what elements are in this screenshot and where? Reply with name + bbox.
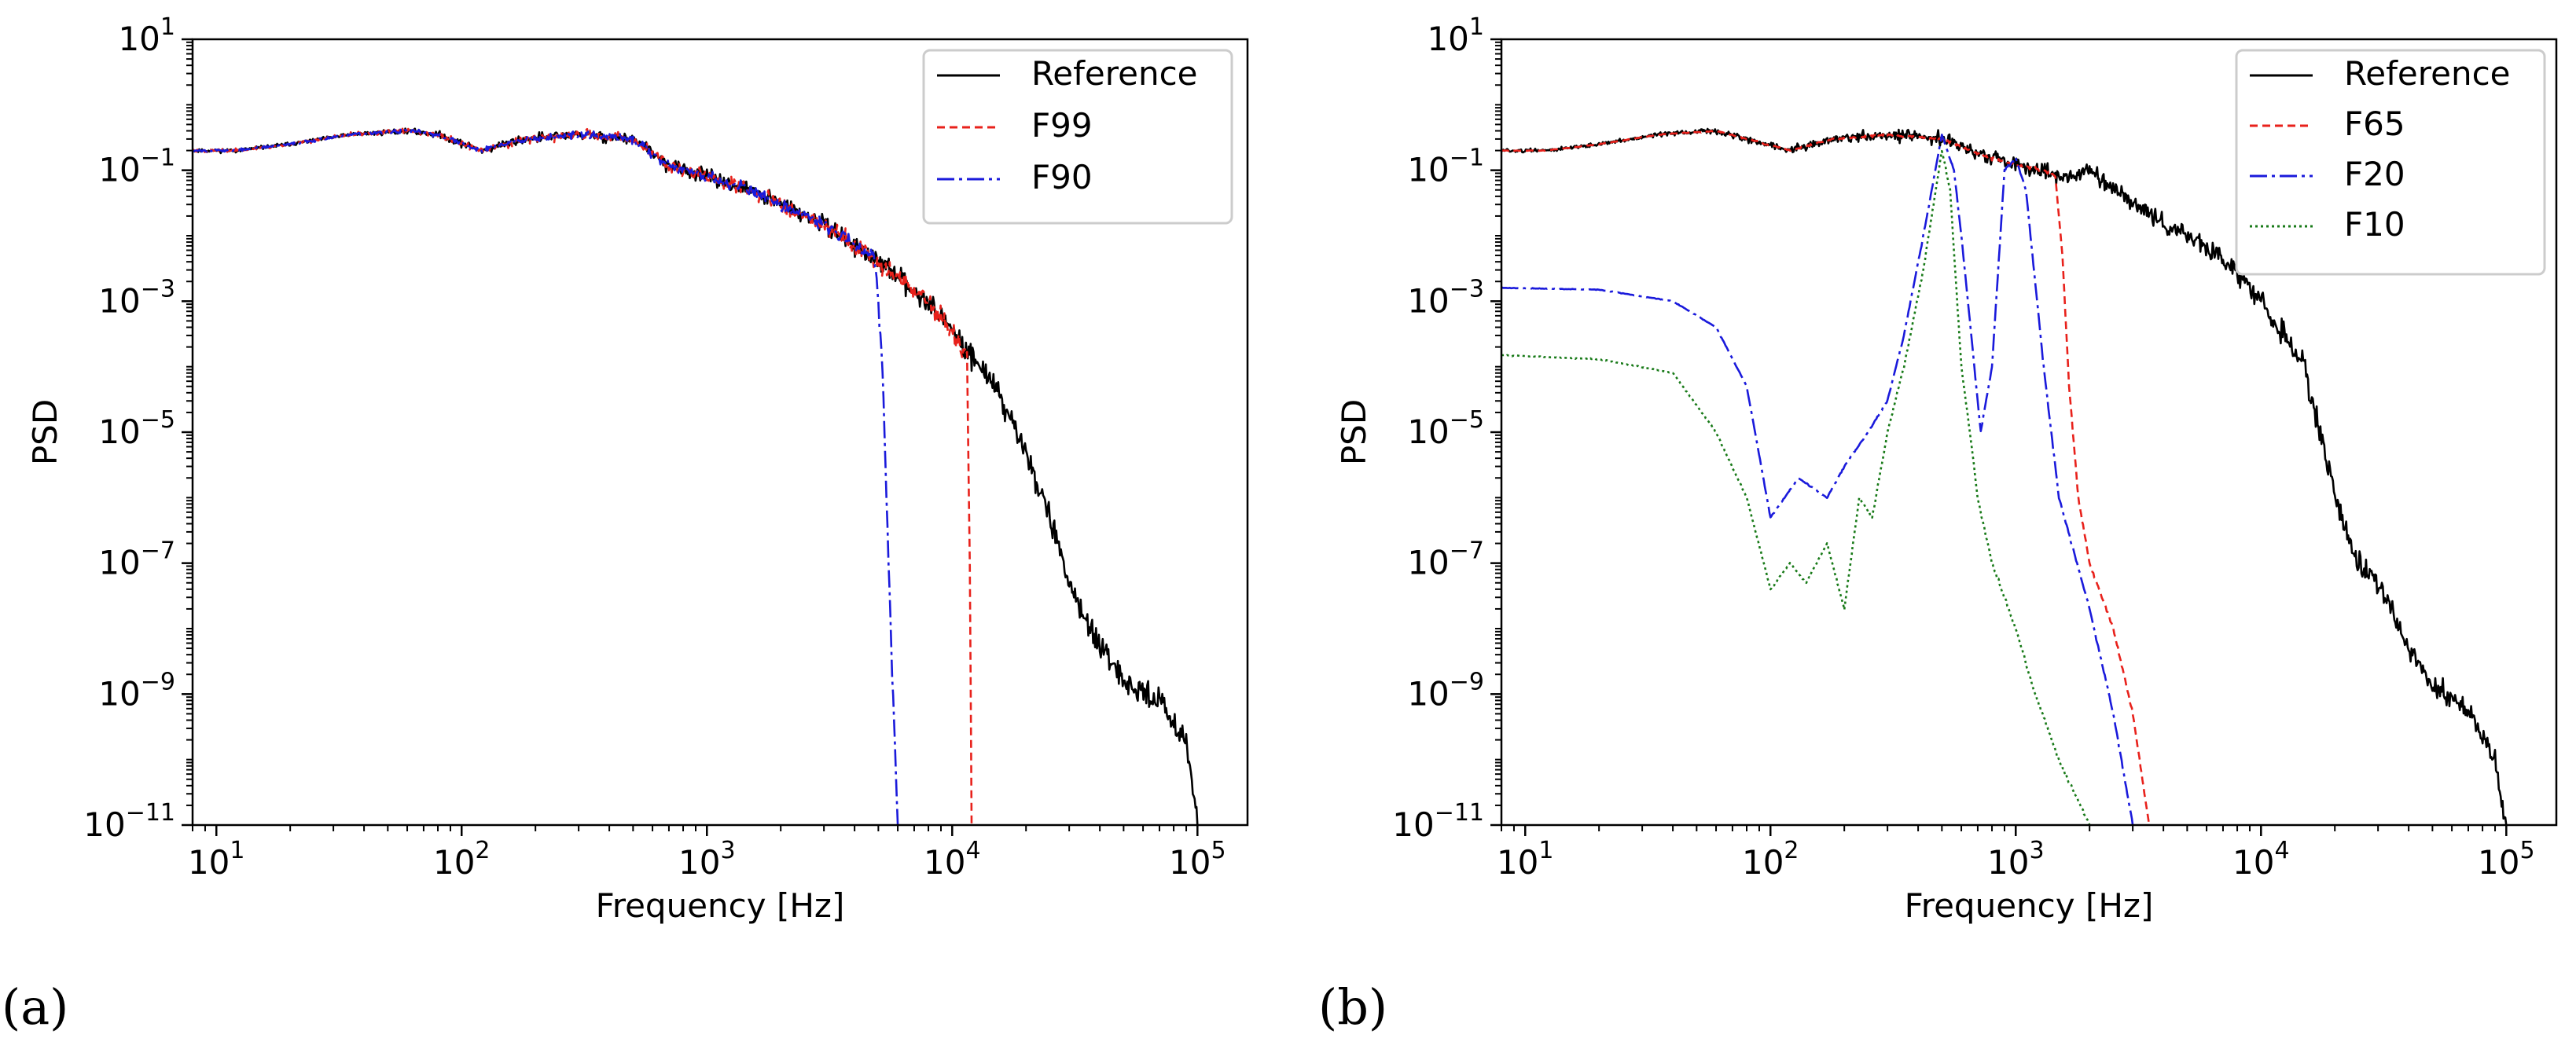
x-tick-label: 102 bbox=[1742, 837, 1799, 882]
x-tick-label: 103 bbox=[678, 837, 736, 882]
panel-b-legend: Reference F65 F20 F10 bbox=[2235, 49, 2546, 276]
series-line-reference bbox=[1501, 127, 2508, 825]
y-tick-label: 10−5 bbox=[1407, 406, 1484, 451]
x-tick-label: 101 bbox=[1497, 837, 1554, 882]
legend-label-f10: F10 bbox=[2344, 205, 2405, 244]
legend-label-f90: F90 bbox=[1031, 158, 1093, 196]
panel-a-label: (a) bbox=[2, 978, 69, 1036]
x-tick-label: 103 bbox=[1987, 837, 2045, 882]
y-tick-label: 101 bbox=[118, 13, 175, 58]
panel-b-y-ticks: 101 10−1 10−3 10−5 10−7 10−9 10−11 bbox=[1392, 13, 1501, 844]
series-line-f10 bbox=[1501, 149, 2091, 825]
y-tick-label: 10−1 bbox=[1407, 145, 1484, 189]
x-tick-label: 105 bbox=[2478, 837, 2535, 882]
y-tick-label: 10−3 bbox=[1407, 275, 1484, 320]
legend-label-reference: Reference bbox=[1031, 54, 1198, 93]
y-tick-label: 10−9 bbox=[98, 668, 175, 713]
panel-a-legend: Reference F99 F90 bbox=[922, 49, 1233, 225]
y-tick-label: 10−11 bbox=[1392, 799, 1484, 844]
panel-b-plot-area bbox=[1500, 38, 2558, 827]
panel-b-y-axis-label: PSD bbox=[1335, 399, 1373, 465]
series-line-f20 bbox=[1501, 134, 2134, 825]
x-tick-label: 102 bbox=[433, 837, 491, 882]
legend-label-reference: Reference bbox=[2344, 54, 2511, 93]
panel-b-label: (b) bbox=[1318, 978, 1388, 1036]
panel-b-x-axis-label: Frequency [Hz] bbox=[1905, 886, 2154, 925]
x-tick-label: 104 bbox=[924, 837, 981, 882]
panel-a: 101 102 103 104 105 10110−110−310−510−710−91… bbox=[26, 13, 1249, 925]
y-tick-label: 10−9 bbox=[1407, 668, 1484, 713]
y-tick-label: 10−5 bbox=[98, 406, 175, 451]
x-tick-label: 101 bbox=[188, 837, 245, 882]
legend-label-f20: F20 bbox=[2344, 155, 2405, 193]
panel-a-x-axis-label: Frequency [Hz] bbox=[596, 886, 845, 925]
panel-a-y-ticks: 101 10−1 10−3 10−5 10−7 10−9 10−11 bbox=[83, 13, 193, 844]
series-line-f90 bbox=[193, 127, 899, 825]
y-tick-label: 10−7 bbox=[98, 537, 175, 582]
y-tick-label: 10−1 bbox=[98, 145, 175, 189]
x-tick-label: 105 bbox=[1169, 837, 1226, 882]
panel-b: 101 102 103 104 105 10110−110−310−510−710−91… bbox=[1335, 13, 2558, 925]
y-tick-label: 10−7 bbox=[1407, 537, 1484, 582]
panel-a-y-axis-label: PSD bbox=[26, 399, 64, 465]
panel-b-x-ticks: 101 102 103 104 105 bbox=[1497, 825, 2535, 882]
panel-a-x-ticks: 101 102 103 104 105 bbox=[188, 825, 1226, 882]
x-tick-label: 104 bbox=[2232, 837, 2290, 882]
y-tick-label: 10−3 bbox=[98, 275, 175, 320]
y-tick-label: 101 bbox=[1427, 13, 1484, 58]
y-tick-label: 10−11 bbox=[83, 799, 175, 844]
legend-label-f65: F65 bbox=[2344, 105, 2405, 143]
legend-label-f99: F99 bbox=[1031, 106, 1093, 145]
